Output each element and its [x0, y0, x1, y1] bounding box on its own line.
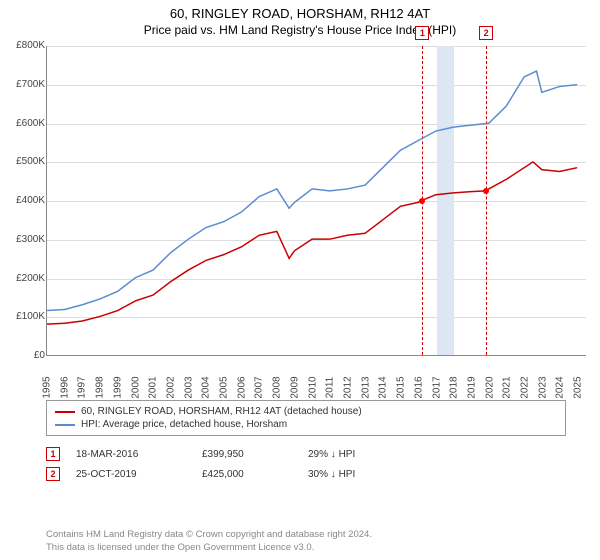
- x-tick-label: 2016: [413, 373, 424, 403]
- legend-row: HPI: Average price, detached house, Hors…: [55, 418, 557, 431]
- event-pct: 29% ↓ HPI: [308, 449, 355, 460]
- x-tick-label: 2020: [484, 373, 495, 403]
- x-tick-label: 2017: [431, 373, 442, 403]
- x-tick-label: 1995: [42, 373, 53, 403]
- y-tick-label: £500K: [1, 156, 45, 167]
- x-tick-label: 2005: [219, 373, 230, 403]
- x-tick-label: 1998: [95, 373, 106, 403]
- x-tick-label: 2000: [130, 373, 141, 403]
- x-tick-label: 2011: [325, 373, 336, 403]
- series-hpi: [47, 71, 577, 310]
- y-tick-label: £0: [1, 350, 45, 361]
- event-price: £425,000: [202, 469, 292, 480]
- x-tick-label: 2024: [555, 373, 566, 403]
- y-tick-label: £300K: [1, 234, 45, 245]
- x-tick-label: 2025: [573, 373, 584, 403]
- price-marker: [419, 198, 425, 204]
- x-tick-label: 2019: [466, 373, 477, 403]
- event-num-box: 2: [46, 467, 60, 481]
- y-tick-label: £600K: [1, 118, 45, 129]
- footer-line-2: This data is licensed under the Open Gov…: [46, 542, 372, 554]
- event-marker-box: 1: [415, 26, 429, 40]
- x-tick-label: 2013: [360, 373, 371, 403]
- legend: 60, RINGLEY ROAD, HORSHAM, RH12 4AT (det…: [46, 400, 566, 436]
- legend-label: HPI: Average price, detached house, Hors…: [81, 419, 287, 430]
- x-tick-label: 2014: [378, 373, 389, 403]
- chart-container: 60, RINGLEY ROAD, HORSHAM, RH12 4AT Pric…: [0, 0, 600, 560]
- event-date: 18-MAR-2016: [76, 449, 186, 460]
- event-row: 2 25-OCT-2019 £425,000 30% ↓ HPI: [46, 464, 355, 484]
- legend-row: 60, RINGLEY ROAD, HORSHAM, RH12 4AT (det…: [55, 405, 557, 418]
- event-marker-box: 2: [479, 26, 493, 40]
- x-tick-label: 1996: [59, 373, 70, 403]
- event-table: 1 18-MAR-2016 £399,950 29% ↓ HPI 2 25-OCT-201…: [46, 444, 355, 484]
- x-tick-label: 2007: [254, 373, 265, 403]
- x-tick-label: 2009: [289, 373, 300, 403]
- event-num-box: 1: [46, 447, 60, 461]
- legend-swatch: [55, 424, 75, 426]
- x-tick-label: 2010: [307, 373, 318, 403]
- event-price: £399,950: [202, 449, 292, 460]
- x-tick-label: 2002: [165, 373, 176, 403]
- y-tick-label: £800K: [1, 40, 45, 51]
- x-tick-label: 2023: [537, 373, 548, 403]
- price-marker: [483, 188, 489, 194]
- legend-label: 60, RINGLEY ROAD, HORSHAM, RH12 4AT (det…: [81, 406, 362, 417]
- x-tick-label: 2003: [183, 373, 194, 403]
- x-tick-label: 2022: [520, 373, 531, 403]
- plot-area: 12 £0£100K£200K£300K£400K£500K£600K£700K…: [46, 46, 586, 356]
- y-tick-label: £200K: [1, 273, 45, 284]
- line-layer: [47, 46, 586, 355]
- x-tick-label: 1997: [77, 373, 88, 403]
- chart-subtitle: Price paid vs. HM Land Registry's House …: [0, 21, 600, 37]
- x-tick-label: 2012: [342, 373, 353, 403]
- x-tick-label: 1999: [112, 373, 123, 403]
- x-tick-label: 2004: [201, 373, 212, 403]
- x-tick-label: 2015: [396, 373, 407, 403]
- series-property: [47, 162, 577, 324]
- footer-text: Contains HM Land Registry data © Crown c…: [46, 529, 372, 554]
- x-tick-label: 2001: [148, 373, 159, 403]
- event-row: 1 18-MAR-2016 £399,950 29% ↓ HPI: [46, 444, 355, 464]
- y-tick-label: £100K: [1, 311, 45, 322]
- chart-title: 60, RINGLEY ROAD, HORSHAM, RH12 4AT: [0, 0, 600, 21]
- x-tick-label: 2008: [272, 373, 283, 403]
- x-tick-label: 2006: [236, 373, 247, 403]
- event-date: 25-OCT-2019: [76, 469, 186, 480]
- y-tick-label: £700K: [1, 79, 45, 90]
- legend-swatch: [55, 411, 75, 413]
- footer-line-1: Contains HM Land Registry data © Crown c…: [46, 529, 372, 541]
- x-tick-label: 2018: [449, 373, 460, 403]
- y-tick-label: £400K: [1, 195, 45, 206]
- x-tick-label: 2021: [502, 373, 513, 403]
- event-pct: 30% ↓ HPI: [308, 469, 355, 480]
